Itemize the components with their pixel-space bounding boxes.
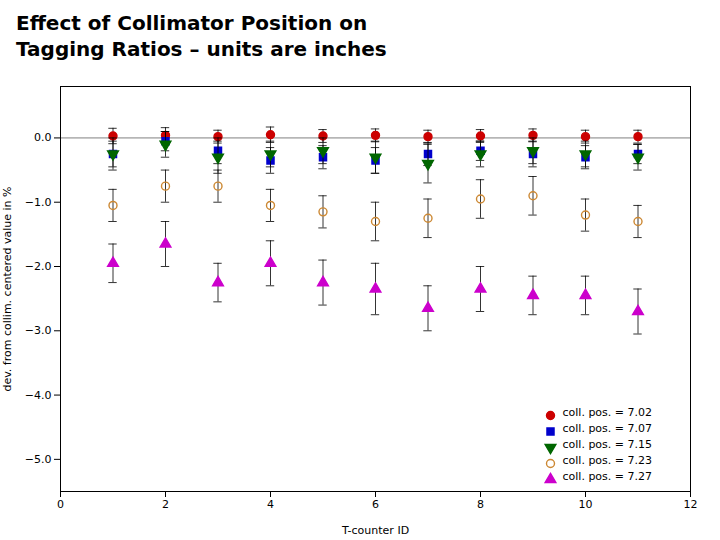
svg-text:6: 6 bbox=[372, 498, 379, 511]
svg-text:10: 10 bbox=[579, 498, 593, 511]
svg-text:coll. pos. = 7.07: coll. pos. = 7.07 bbox=[563, 422, 653, 435]
svg-text:−1.0: −1.0 bbox=[25, 196, 52, 209]
svg-text:coll. pos. = 7.02: coll. pos. = 7.02 bbox=[563, 406, 653, 419]
svg-text:coll. pos. = 7.15: coll. pos. = 7.15 bbox=[563, 438, 653, 451]
svg-text:4: 4 bbox=[267, 498, 274, 511]
svg-text:dev. from collim. centered val: dev. from collim. centered value in % bbox=[1, 186, 14, 391]
html-text:Tagging Ratios – units are inc: Tagging Ratios – units are inches bbox=[16, 37, 387, 61]
svg-text:12: 12 bbox=[684, 498, 698, 511]
svg-text:−5.0: −5.0 bbox=[25, 453, 52, 466]
svg-text:−3.0: −3.0 bbox=[25, 324, 52, 337]
svg-text:−2.0: −2.0 bbox=[25, 260, 52, 273]
svg-text:0.0: 0.0 bbox=[34, 131, 52, 144]
svg-text:coll. pos. = 7.27: coll. pos. = 7.27 bbox=[563, 470, 653, 483]
svg-text:−4.0: −4.0 bbox=[25, 389, 52, 402]
svg-text:0: 0 bbox=[57, 498, 64, 511]
svg-text:2: 2 bbox=[162, 498, 169, 511]
svg-text:T-counter ID: T-counter ID bbox=[341, 524, 409, 537]
svg-text:coll. pos. = 7.23: coll. pos. = 7.23 bbox=[563, 454, 653, 467]
svg-text:8: 8 bbox=[477, 498, 484, 511]
html-text:Effect of Collimator Position: Effect of Collimator Position on bbox=[16, 11, 368, 35]
